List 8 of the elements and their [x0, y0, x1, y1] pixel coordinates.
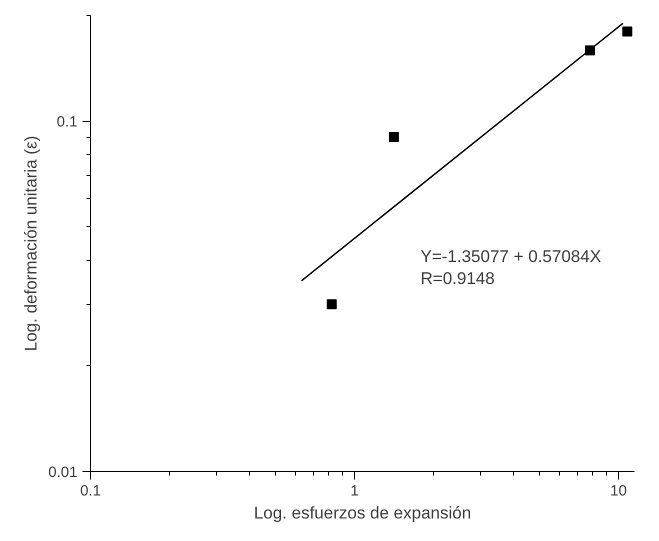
- y-axis-title: Log. deformación unitaria (ε): [21, 136, 40, 352]
- x-tick-label: 1: [350, 482, 359, 500]
- x-axis-title: Log. esfuerzos de expansión: [254, 504, 472, 522]
- annotation: Y=-1.35077 + 0.57084X: [420, 247, 602, 266]
- x-tick-label: 10: [610, 482, 627, 500]
- y-tick-label: 0.01: [48, 464, 78, 481]
- annotation: R=0.9148: [420, 269, 495, 288]
- x-tick-label: 0.1: [80, 482, 101, 500]
